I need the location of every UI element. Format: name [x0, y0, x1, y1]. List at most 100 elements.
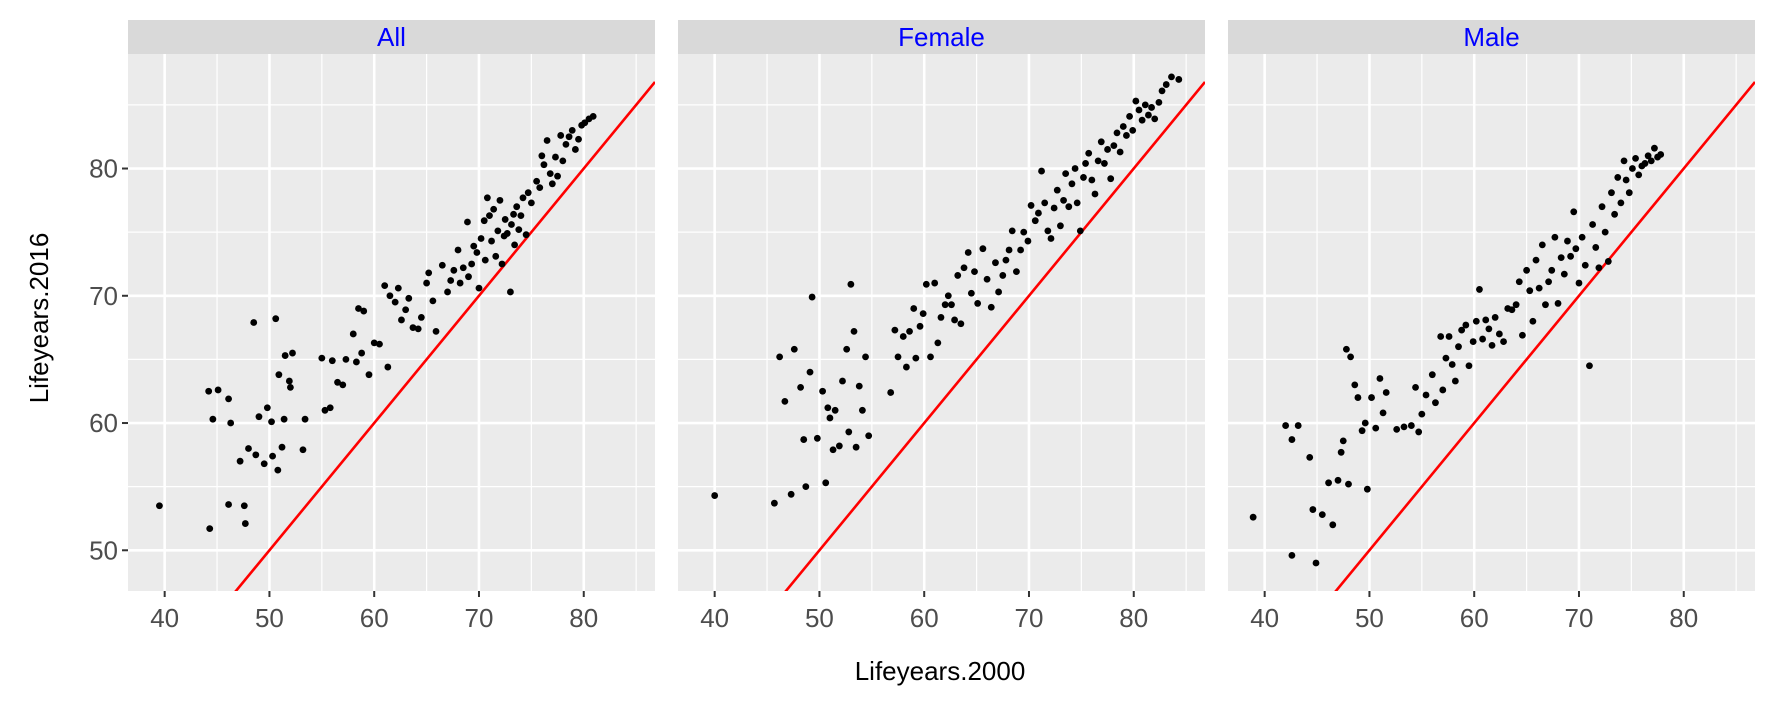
data-point	[1458, 326, 1466, 334]
data-point	[1545, 278, 1553, 286]
data-point	[513, 203, 521, 211]
data-point	[1601, 228, 1609, 236]
points-female	[711, 73, 1183, 507]
data-point	[454, 246, 462, 254]
data-point	[328, 357, 336, 365]
data-point	[711, 492, 719, 499]
data-point	[1358, 427, 1366, 435]
data-point	[1644, 152, 1652, 160]
data-point	[1625, 189, 1633, 197]
data-point	[281, 352, 289, 359]
data-point	[858, 406, 866, 414]
data-point	[1282, 422, 1290, 429]
data-point	[983, 275, 991, 283]
data-point	[554, 172, 561, 180]
data-point	[156, 502, 163, 510]
data-point	[456, 279, 464, 287]
data-point	[891, 326, 899, 334]
data-point	[1094, 157, 1102, 165]
data-point	[1044, 227, 1052, 235]
data-point	[1629, 165, 1636, 172]
reference-line-all	[234, 81, 655, 591]
data-point	[299, 446, 307, 454]
data-point	[887, 389, 895, 396]
data-point	[1113, 129, 1121, 137]
data-point	[912, 354, 920, 362]
x-axis-male: 40 50 60 70 80	[1250, 591, 1698, 633]
data-point	[321, 406, 329, 414]
data-point	[1442, 354, 1450, 362]
strip-female	[678, 20, 1205, 54]
data-point	[1581, 261, 1589, 269]
data-point	[557, 132, 565, 139]
data-point	[1329, 521, 1337, 529]
gridlines-female	[678, 54, 1205, 591]
data-point	[1620, 157, 1628, 165]
data-point	[1415, 428, 1423, 436]
panels: All 40 50 60 70 80 Female 40 50 60 70 80 Male 40 50 60 7…	[128, 20, 1755, 633]
data-point	[1334, 476, 1342, 484]
panel-female: Female 40 50 60 70 80	[678, 20, 1205, 633]
data-point	[384, 363, 392, 371]
data-point	[524, 189, 532, 197]
data-point	[1123, 132, 1130, 139]
data-point	[1151, 115, 1159, 123]
data-point	[1354, 394, 1362, 401]
y-tick-label: 60	[89, 408, 118, 438]
data-point	[855, 382, 863, 390]
data-point	[1345, 480, 1352, 488]
data-point	[919, 310, 927, 317]
data-point	[843, 345, 851, 353]
data-point	[862, 353, 869, 361]
panel-background-male	[1228, 54, 1755, 591]
data-point	[1002, 256, 1010, 264]
data-point	[1437, 333, 1445, 340]
data-point	[209, 415, 217, 423]
x-tick-label: 60	[910, 603, 939, 633]
data-point	[1529, 317, 1537, 325]
data-point	[1560, 270, 1568, 278]
data-point	[394, 284, 402, 292]
data-point	[429, 297, 437, 305]
data-point	[1080, 174, 1087, 181]
data-point	[1306, 453, 1314, 461]
data-point	[797, 383, 804, 391]
data-point	[822, 479, 830, 487]
data-point	[1126, 112, 1133, 120]
data-point	[987, 303, 995, 311]
data-point	[1104, 146, 1111, 153]
data-point	[1598, 203, 1606, 211]
data-point	[960, 264, 968, 272]
data-point	[214, 386, 222, 394]
data-point	[1445, 333, 1453, 340]
data-point	[480, 217, 488, 225]
data-point	[280, 415, 288, 423]
data-point	[1060, 196, 1067, 204]
data-point	[971, 268, 978, 275]
data-point	[1162, 81, 1170, 88]
data-point	[1512, 301, 1520, 309]
data-point	[1491, 314, 1499, 321]
data-point	[1572, 245, 1580, 253]
data-point	[1071, 165, 1079, 172]
data-point	[1551, 233, 1559, 241]
data-point	[1538, 241, 1546, 249]
data-point	[1148, 104, 1155, 111]
data-point	[444, 288, 451, 296]
data-point	[937, 314, 945, 321]
data-point	[1132, 97, 1140, 105]
data-point	[1107, 175, 1115, 183]
data-point	[1085, 149, 1093, 157]
y-axis-title: Lifeyears.2016	[24, 233, 54, 404]
data-point	[916, 322, 924, 330]
data-point	[1647, 157, 1655, 165]
data-point	[552, 153, 559, 161]
data-point	[1451, 377, 1459, 385]
data-point	[423, 279, 430, 287]
x-tick-label: 60	[360, 603, 389, 633]
data-point	[813, 434, 821, 442]
strip-all	[128, 20, 655, 54]
data-point	[1368, 394, 1375, 401]
data-point	[540, 161, 548, 169]
data-point	[1076, 227, 1084, 235]
